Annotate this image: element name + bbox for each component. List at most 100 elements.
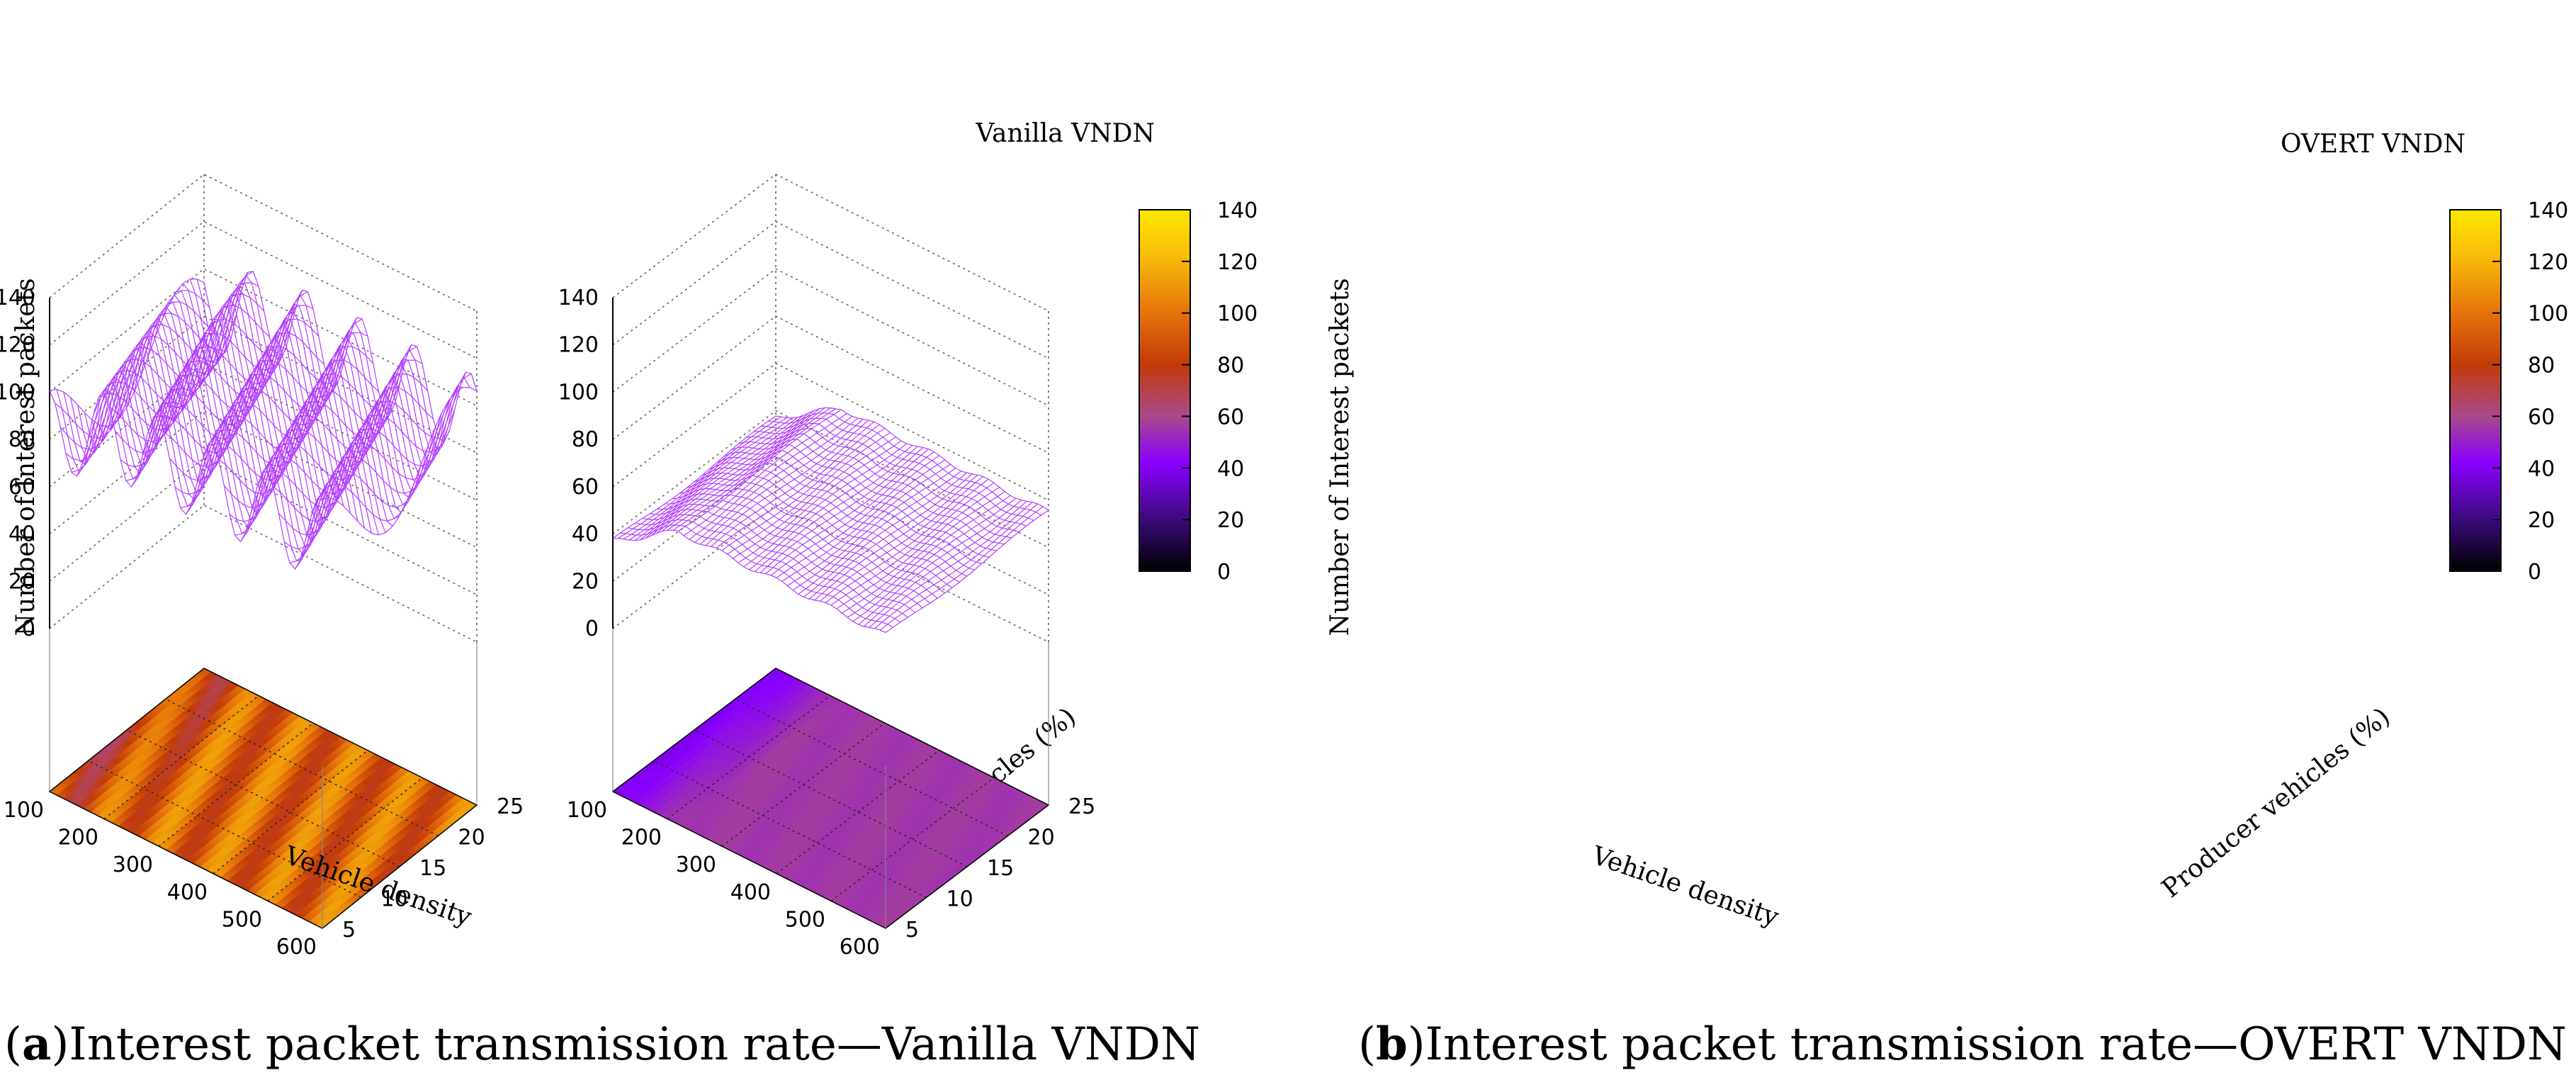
mesh-line [56, 387, 330, 562]
x-tick-label: 500 [222, 907, 262, 932]
mesh-line [98, 271, 254, 420]
z-tick-label: 20 [9, 569, 35, 594]
mesh-line [84, 364, 358, 534]
back-wall-gridline [49, 174, 478, 312]
mesh-line [694, 468, 968, 577]
panel-a: 0204060801001201401002003004005006005101… [0, 119, 1258, 1071]
mesh-line [168, 294, 443, 478]
x-tick-label: 600 [840, 935, 880, 960]
x-tick-label: 400 [167, 880, 208, 905]
x-tick-label: 200 [58, 826, 98, 850]
mesh-line [182, 283, 456, 464]
y-tick-label: 15 [987, 856, 1014, 881]
mesh-line [689, 415, 853, 540]
colorbar-tick-label: 100 [1217, 302, 1258, 327]
mesh-line [189, 279, 463, 457]
mesh-line [687, 475, 960, 583]
mesh-line [721, 427, 886, 551]
panel-b: 0204060801001201401002003004005006005101… [558, 130, 2569, 1071]
mesh-line [147, 313, 422, 500]
floor-heatmap [48, 629, 478, 929]
mesh-line [70, 376, 344, 548]
z-tick-label: 100 [558, 380, 599, 405]
x-tick-label: 600 [276, 935, 317, 960]
colorbar-tick-label: 140 [2528, 198, 2568, 223]
mesh-line [203, 271, 478, 443]
x-axis-label: Vehicle density [1588, 841, 1783, 933]
colorbar-tick-label: 120 [2528, 250, 2568, 275]
mesh-line [612, 529, 886, 634]
mesh-line [701, 462, 975, 570]
y-axis-label: Producer vehicles (%) [2157, 702, 2395, 904]
floor-outline [48, 668, 478, 929]
floor-outline [611, 668, 1050, 929]
mesh-line [727, 432, 891, 555]
y-tick-label: 15 [419, 856, 446, 881]
x-tick-label: 400 [730, 880, 771, 905]
mesh-line [723, 444, 997, 551]
back-walls [612, 174, 1049, 643]
mesh-line [105, 347, 379, 535]
mesh-line [657, 498, 931, 604]
z-tick-label: 0 [22, 617, 35, 641]
mesh-line [768, 412, 1041, 516]
back-wall-gridline [612, 505, 1049, 643]
plot-title: OVERT VNDN [2281, 130, 2465, 159]
mesh-line [858, 500, 1022, 625]
colorbar-tick-label: 40 [1217, 456, 1244, 481]
x-tick-label: 500 [785, 907, 825, 932]
mesh-line [665, 493, 938, 599]
colorbar-tick-label: 100 [2528, 302, 2568, 327]
y-tick-label: 20 [458, 826, 485, 850]
colorbar-tick-label: 80 [1217, 354, 1244, 378]
colorbar-tick-label: 0 [1217, 560, 1231, 585]
mesh-line [679, 481, 953, 588]
mesh-line [627, 519, 901, 623]
caption: (b)Interest packet transmission rate—OVE… [1358, 1018, 2567, 1071]
colorbar-tick-label: 140 [1217, 198, 1258, 223]
x-tick-label: 100 [4, 798, 44, 823]
y-tick-label: 25 [1068, 794, 1095, 819]
floor-gridline [213, 750, 368, 874]
z-axis-label: Number of Interest packets [1326, 278, 1355, 636]
z-tick-label: 60 [572, 475, 599, 500]
y-tick-label: 5 [342, 918, 356, 943]
colorbar-tick-label: 20 [1217, 508, 1244, 533]
colorbar-tick-label: 40 [2528, 456, 2555, 481]
y-tick-label: 10 [381, 887, 408, 912]
z-tick-label: 40 [9, 522, 35, 547]
plot-title: Vanilla VNDN [975, 119, 1155, 148]
mesh-line [49, 390, 323, 570]
surface-mesh [612, 407, 1049, 634]
z-tick-label: 60 [9, 475, 35, 500]
mesh-line [731, 438, 1005, 545]
back-wall-gridline [612, 174, 1049, 312]
colorbar-gradient [1139, 209, 1191, 572]
mesh-line [196, 274, 470, 450]
mesh-line [761, 417, 1034, 522]
colorbar: 0 20 40 60 80 100 120 140 [1139, 198, 1258, 585]
floor-gridline [267, 777, 423, 901]
colorbar-tick-label: 60 [1217, 405, 1244, 429]
colorbar-tick-label: 60 [2528, 405, 2555, 429]
mesh-line [775, 407, 1049, 511]
back-wall-gridline [612, 410, 1049, 549]
y-tick-label: 20 [1028, 826, 1055, 850]
mesh-line [738, 433, 1012, 539]
y-tick-label: 10 [947, 887, 973, 912]
floor-heatmap [611, 629, 1050, 929]
colorbar-tick-label: 80 [2528, 354, 2555, 378]
mesh-line [642, 509, 916, 613]
z-tick-label: 120 [558, 333, 599, 358]
z-axis-label: Number of Interest packets [11, 278, 40, 636]
z-tick-label: 0 [585, 617, 599, 641]
floor-gridline [158, 722, 314, 847]
back-wall-gridline [612, 268, 1049, 407]
mesh-line [753, 422, 1027, 527]
colorbar-tick-label: 20 [2528, 508, 2555, 533]
back-wall-gridline [49, 220, 478, 359]
surface-mesh [49, 271, 478, 570]
z-tick-label: 120 [0, 333, 35, 358]
x-tick-label: 300 [676, 853, 716, 877]
